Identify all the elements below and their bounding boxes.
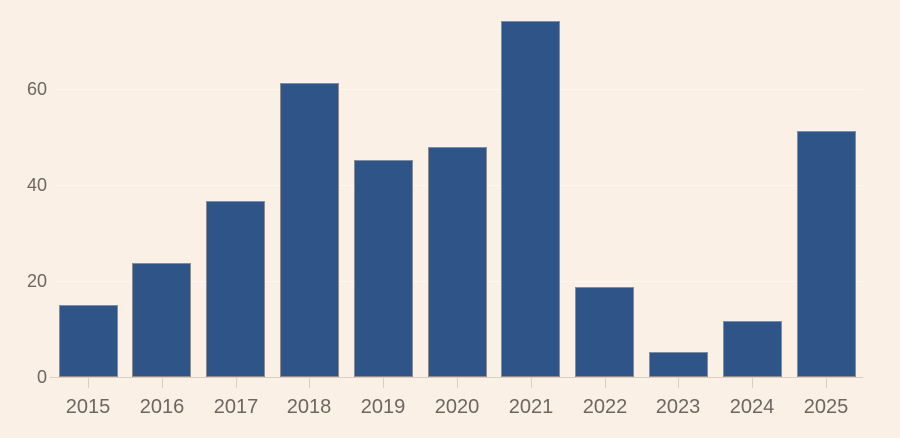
bar-2023 xyxy=(649,352,708,377)
x-axis-label-2016: 2016 xyxy=(139,396,185,418)
x-axis-label-2022: 2022 xyxy=(582,396,628,418)
x-axis-line xyxy=(50,377,863,378)
y-axis-tick-label-20: 20 xyxy=(26,271,47,291)
bar-2021 xyxy=(501,21,560,377)
bar-2017 xyxy=(206,201,265,377)
x-axis-tick-2021 xyxy=(531,378,532,388)
x-axis-tick-2017 xyxy=(236,378,237,388)
x-axis-label-2020: 2020 xyxy=(434,396,480,418)
x-axis-tick-2019 xyxy=(383,378,384,388)
gridline-60 xyxy=(54,89,862,90)
x-axis-label-2024: 2024 xyxy=(729,396,775,418)
bar-2015 xyxy=(59,305,118,377)
x-axis-label-2018: 2018 xyxy=(286,396,332,418)
x-axis-label-2015: 2015 xyxy=(65,396,111,418)
bar-2025 xyxy=(797,131,856,377)
bar-2019 xyxy=(354,160,413,377)
x-axis-label-2021: 2021 xyxy=(508,396,554,418)
y-axis-tick-label-40: 40 xyxy=(26,175,47,195)
x-axis-label-2023: 2023 xyxy=(655,396,701,418)
x-axis-label-2025: 2025 xyxy=(803,396,849,418)
x-axis-tick-2015 xyxy=(88,378,89,388)
y-axis-tick-label-60: 60 xyxy=(26,79,47,99)
bar-2022 xyxy=(575,287,634,377)
x-axis-tick-2023 xyxy=(678,378,679,388)
x-axis-tick-2025 xyxy=(826,378,827,388)
bar-2018 xyxy=(280,83,339,377)
bar-2016 xyxy=(132,263,191,377)
x-axis-tick-2020 xyxy=(457,378,458,388)
x-axis-label-2017: 2017 xyxy=(213,396,259,418)
bar-2024 xyxy=(723,321,782,377)
bar-2020 xyxy=(428,147,487,377)
x-axis-label-2019: 2019 xyxy=(360,396,406,418)
x-axis-tick-2022 xyxy=(605,378,606,388)
x-axis-tick-2018 xyxy=(309,378,310,388)
x-axis-tick-2016 xyxy=(162,378,163,388)
y-axis-tick-label-0: 0 xyxy=(36,367,47,387)
x-axis-tick-2024 xyxy=(752,378,753,388)
